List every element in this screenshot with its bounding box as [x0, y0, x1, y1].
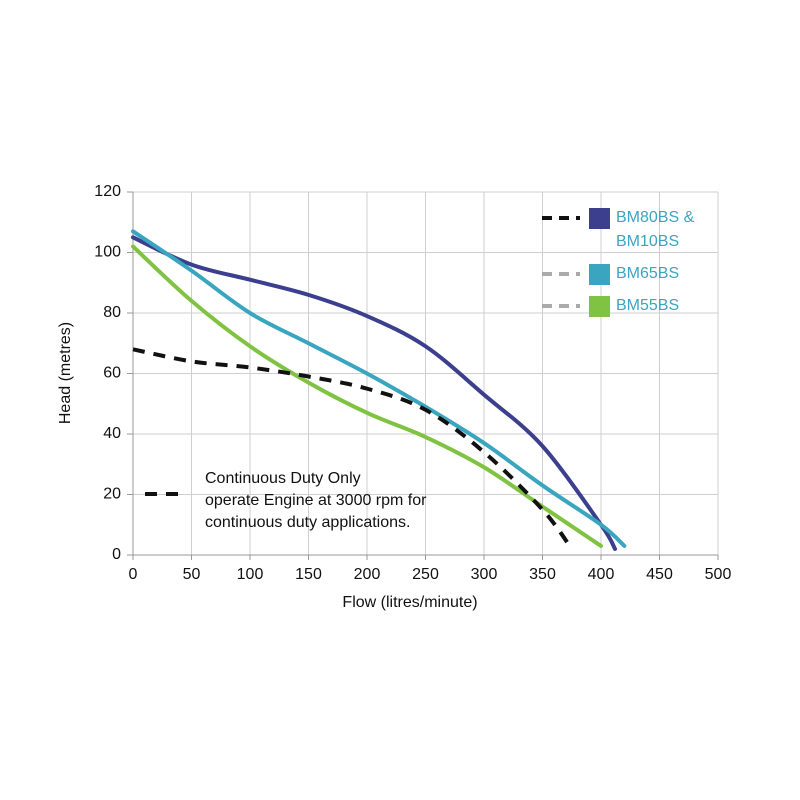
y-tick-label: 80 — [103, 304, 121, 321]
legend-label: BM55BS — [616, 297, 680, 314]
annotation-line: Continuous Duty Only — [205, 470, 361, 487]
x-tick-label: 450 — [646, 566, 673, 583]
series-line — [131, 229, 627, 548]
y-axis-label: Head (metres) — [57, 322, 74, 424]
series-line — [131, 235, 618, 551]
x-tick-label: 100 — [237, 566, 264, 583]
legend-swatch — [589, 208, 610, 229]
x-tick-label: 200 — [354, 566, 381, 583]
x-tick-label: 150 — [295, 566, 322, 583]
y-tick-label: 60 — [103, 365, 121, 382]
annotation: Continuous Duty Only operate Engine at 30… — [205, 468, 426, 534]
x-tick-label: 400 — [588, 566, 615, 583]
x-tick-label: 500 — [705, 566, 732, 583]
series-line — [131, 244, 603, 548]
legend-label: BM65BS — [616, 265, 680, 282]
x-tick-label: 300 — [471, 566, 498, 583]
y-tick-label: 0 — [112, 546, 121, 563]
annotation-line: operate Engine at 3000 rpm for — [205, 492, 427, 509]
x-tick-label: 350 — [529, 566, 556, 583]
legend-label: BM80BS & BM10BS — [616, 209, 695, 250]
x-axis-label: Flow (litres/minute) — [342, 594, 477, 611]
x-tick-label: 250 — [412, 566, 439, 583]
legend-swatch — [589, 296, 610, 317]
y-tick-label: 40 — [103, 425, 121, 442]
series-line — [132, 347, 574, 551]
x-tick-label: 50 — [183, 566, 201, 583]
x-tick-label: 0 — [129, 566, 138, 583]
y-tick-label: 20 — [103, 486, 121, 503]
y-tick-label: 120 — [94, 183, 121, 200]
legend-swatch — [589, 264, 610, 285]
annotation-line: continuous duty applications. — [205, 514, 411, 531]
y-tick-label: 100 — [94, 244, 121, 261]
